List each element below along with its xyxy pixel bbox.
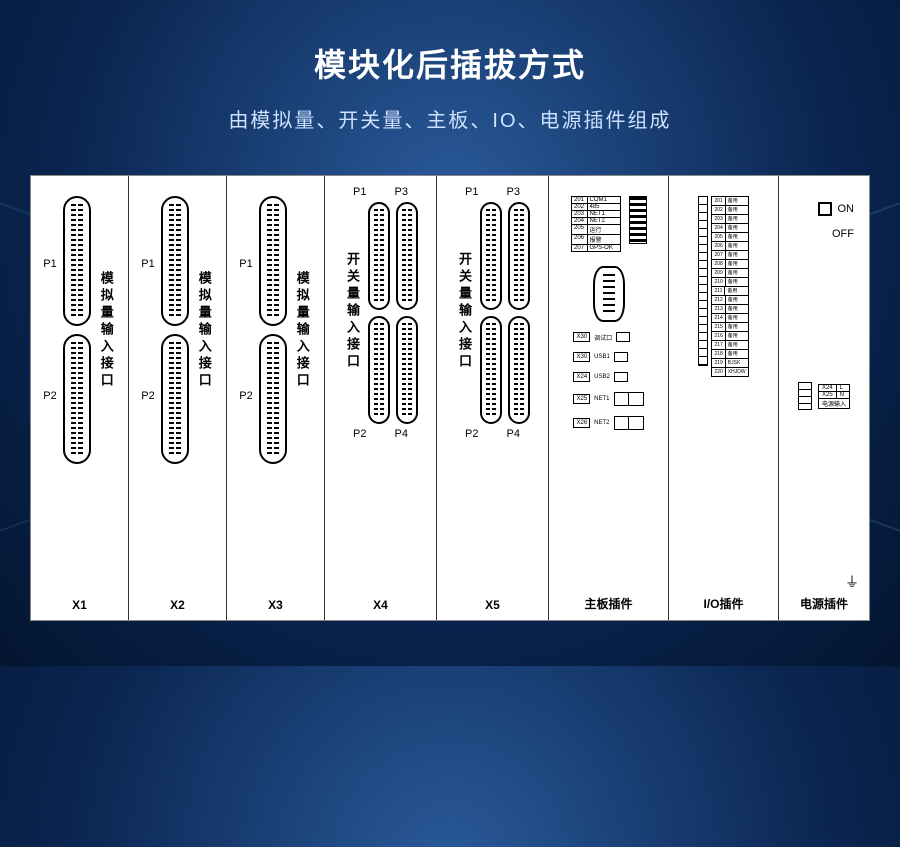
port-row: X26NET2 <box>573 416 643 430</box>
p3-label: P3 <box>395 186 408 198</box>
io-row: 201备用 <box>712 197 747 206</box>
connector <box>480 202 502 310</box>
io-row: 220XHJDW <box>712 368 747 376</box>
p2-label: P2 <box>141 390 154 402</box>
slot-x5: P1 P3 开关量输入接口 P2 P4 X5 <box>437 176 549 620</box>
module-panel: P1 P2 模拟量输入接口 X1 P1 P2 模拟量输入接口 X2 <box>30 175 870 621</box>
power-switch-icon <box>818 202 832 216</box>
io-row: 218备用 <box>712 350 747 359</box>
slot-label: 主板插件 <box>549 595 668 612</box>
led-row: 201COM1 <box>572 197 620 204</box>
led-block: 201COM1202485203NET1204NET2205运行206报警207… <box>571 196 621 252</box>
connector-p2 <box>161 334 189 464</box>
io-row: 211备用 <box>712 287 747 296</box>
slot-io: 201备用202备用203备用204备用205备用206备用207备用208备用… <box>669 176 779 620</box>
io-row: 209备用 <box>712 269 747 278</box>
page-title: 模块化后插拔方式 <box>0 0 900 86</box>
io-row: 206备用 <box>712 242 747 251</box>
io-row: 216备用 <box>712 332 747 341</box>
connector-p1 <box>63 196 91 326</box>
led-row: 203NET1 <box>572 211 620 218</box>
p2-label: P2 <box>43 390 56 402</box>
db9-connector <box>593 266 625 322</box>
on-label: ON <box>838 203 855 215</box>
connector-p2 <box>259 334 287 464</box>
io-row: 208备用 <box>712 260 747 269</box>
power-terminal <box>798 382 812 410</box>
p2-label: P2 <box>239 390 252 402</box>
port-row: X25NET1 <box>573 392 643 406</box>
connector-p1 <box>161 196 189 326</box>
analog-vlabel: 模拟量输入接口 <box>195 271 214 390</box>
io-row: 219BJSK <box>712 359 747 368</box>
connector <box>368 202 390 310</box>
io-row: 210备用 <box>712 278 747 287</box>
io-row: 214备用 <box>712 314 747 323</box>
slot-label: I/O插件 <box>669 595 778 612</box>
led-row: 202485 <box>572 204 620 211</box>
led-row: 207GPS-OK <box>572 245 620 251</box>
p4-label: P4 <box>507 428 520 440</box>
connector <box>396 316 418 424</box>
p4-label: P4 <box>395 428 408 440</box>
p1-label: P1 <box>353 186 366 198</box>
io-row: 213备用 <box>712 305 747 314</box>
io-row: 202备用 <box>712 206 747 215</box>
connector-p1 <box>259 196 287 326</box>
led-row: 206报警 <box>572 235 620 245</box>
io-row: 205备用 <box>712 233 747 242</box>
port-row: X24USB2 <box>573 372 643 382</box>
connector-p2 <box>63 334 91 464</box>
io-row: 212备用 <box>712 296 747 305</box>
p1-label: P1 <box>239 258 252 270</box>
slot-label: 电源插件 <box>779 595 869 612</box>
slot-x1: P1 P2 模拟量输入接口 X1 <box>31 176 129 620</box>
connector <box>396 202 418 310</box>
io-row: 217备用 <box>712 341 747 350</box>
slot-mainboard: 201COM1202485203NET1204NET2205运行206报警207… <box>549 176 669 620</box>
io-table: 201备用202备用203备用204备用205备用206备用207备用208备用… <box>711 196 748 377</box>
p1-label: P1 <box>465 186 478 198</box>
power-terminal-table: X24LX25N电源输入 <box>818 384 850 409</box>
led-row: 204NET2 <box>572 218 620 225</box>
power-row: 电源输入 <box>819 399 849 408</box>
p1-label: P1 <box>43 258 56 270</box>
slot-x4: P1 P3 开关量输入接口 P2 P4 X4 <box>325 176 437 620</box>
io-row: 215备用 <box>712 323 747 332</box>
slot-id: X3 <box>227 598 324 612</box>
slot-id: X1 <box>31 598 128 612</box>
io-terminal-strip <box>698 196 708 366</box>
slot-id: X2 <box>129 598 226 612</box>
power-row: X25N <box>819 392 849 399</box>
switch-vlabel: 开关量输入接口 <box>455 252 474 371</box>
io-row: 204备用 <box>712 224 747 233</box>
dip-switch <box>629 196 647 244</box>
p1-label: P1 <box>141 258 154 270</box>
slot-x3: P1 P2 模拟量输入接口 X3 <box>227 176 325 620</box>
led-row: 205运行 <box>572 225 620 235</box>
p2-label: P2 <box>353 428 366 440</box>
ground-icon: ⏚ <box>845 572 859 592</box>
io-row: 203备用 <box>712 215 747 224</box>
analog-vlabel: 模拟量输入接口 <box>97 271 116 390</box>
slot-power: ON OFF X24LX25N电源输入 ⏚ 电源插件 <box>779 176 869 620</box>
connector <box>480 316 502 424</box>
port-row: X30调试口 <box>573 332 643 342</box>
connector <box>508 202 530 310</box>
analog-vlabel: 模拟量输入接口 <box>293 271 312 390</box>
p2-label: P2 <box>465 428 478 440</box>
port-row: X30USB1 <box>573 352 643 362</box>
off-label: OFF <box>832 228 854 240</box>
io-row: 207备用 <box>712 251 747 260</box>
switch-vlabel: 开关量输入接口 <box>343 252 362 371</box>
connector <box>508 316 530 424</box>
p3-label: P3 <box>507 186 520 198</box>
page-subtitle: 由模拟量、开关量、主板、IO、电源插件组成 <box>0 104 900 133</box>
slot-id: X4 <box>325 598 436 612</box>
connector <box>368 316 390 424</box>
slot-x2: P1 P2 模拟量输入接口 X2 <box>129 176 227 620</box>
power-row: X24L <box>819 385 849 392</box>
slot-id: X5 <box>437 598 548 612</box>
